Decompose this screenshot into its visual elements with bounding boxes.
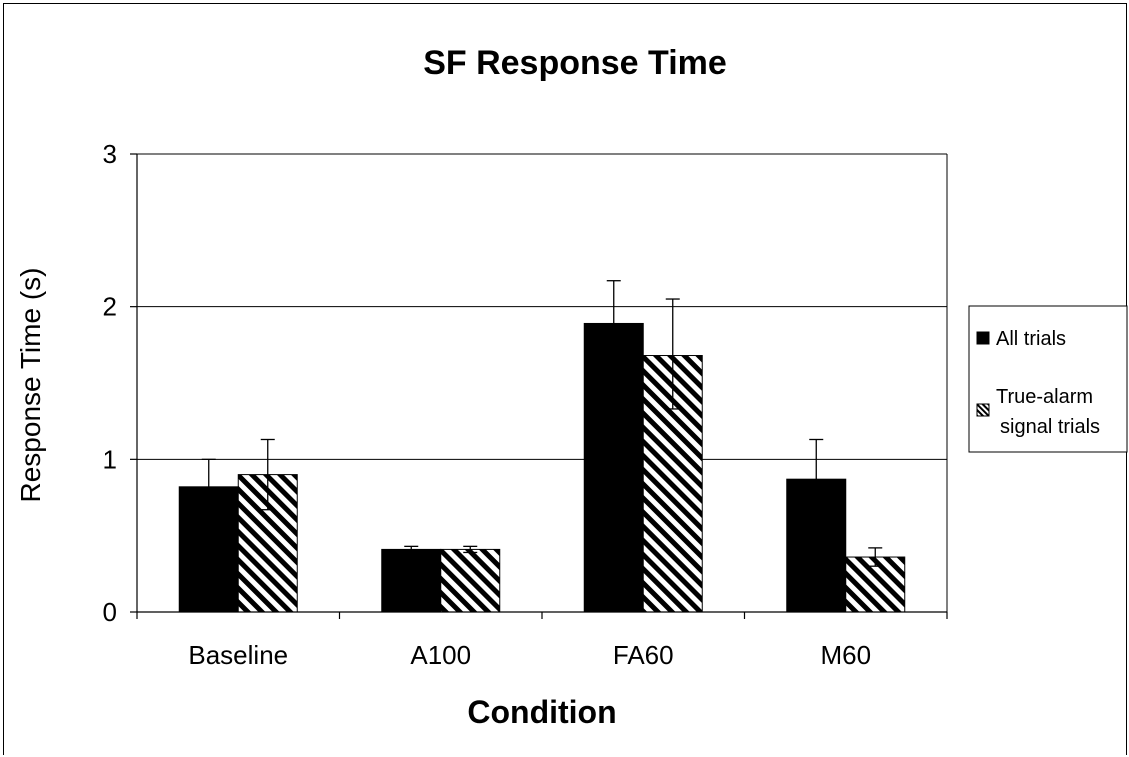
y-axis-title: Response Time (s)	[15, 268, 46, 503]
bar-a100-series-2	[440, 548, 501, 613]
y-tick-label-3: 3	[103, 139, 117, 169]
y-tick-label-0: 0	[103, 597, 117, 627]
bars	[178, 280, 906, 613]
gridlines	[137, 153, 948, 612]
legend-label-series-2-line-2: signal trials	[1000, 416, 1100, 438]
x-axis-title: Condition	[467, 694, 616, 730]
legend-box	[968, 305, 1128, 453]
tick-labels: 0 1 2 3 Baseline A100 FA60 M60	[103, 139, 872, 670]
legend-swatch-series-1	[976, 331, 990, 345]
x-tick-label-m60: M60	[820, 640, 871, 670]
bar-a100-series-1	[381, 548, 442, 613]
legend-label-series-1-line-1: All trials	[996, 328, 1066, 350]
x-tick-label-a100: A100	[410, 640, 471, 670]
x-tick-label-fa60: FA60	[613, 640, 674, 670]
y-tick-label-2: 2	[103, 292, 117, 322]
chart-title: SF Response Time	[423, 44, 727, 82]
y-tick-label-1: 1	[103, 444, 117, 474]
legend-label-series-2-line-1: True-alarm	[996, 386, 1093, 408]
bar-fa60-series-1	[583, 322, 644, 613]
legend-swatch-series-2	[976, 403, 990, 417]
axes	[130, 153, 948, 619]
legend: All trials True-alarm signal trials	[968, 305, 1128, 453]
x-tick-label-baseline: Baseline	[188, 640, 288, 670]
